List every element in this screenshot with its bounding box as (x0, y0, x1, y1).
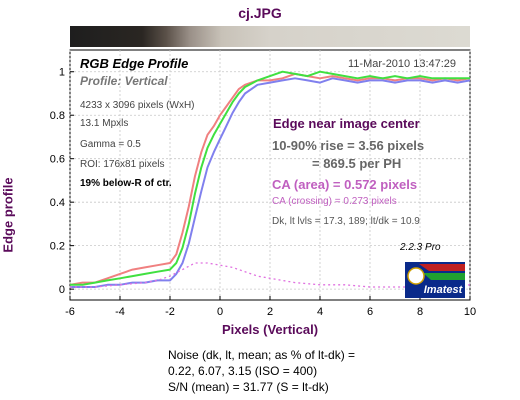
noise-line-2: 0.22, 6.07, 3.15 (ISO = 400) (168, 364, 318, 378)
series-lines (69, 70, 471, 288)
x-axis-label: Pixels (Vertical) (221, 322, 319, 337)
ca-crossing: CA (crossing) = 0.273 pixels (272, 196, 397, 207)
chart-subtitle: Profile: Vertical (80, 74, 168, 88)
edge-location: Edge near image center (273, 116, 420, 131)
info-megapixels: 13.1 Mpxls (80, 118, 129, 129)
x-tick-label: -6 (65, 306, 75, 318)
rise-per-ph: = 869.5 per PH (312, 156, 402, 171)
noise-line-3: S/N (mean) = 31.77 (S = lt-dk) (168, 380, 329, 394)
info-location: 19% below-R of ctr. (80, 178, 172, 189)
y-tick-label: 0.6 (50, 154, 65, 166)
axis-ticks: -6 -4 -2 0 2 4 6 8 10 0 0.2 0.4 0.6 0.8 1 (50, 67, 476, 318)
series-line-red (69, 72, 471, 286)
rise-distance: 10-90% rise = 3.56 pixels (272, 138, 425, 153)
x-tick-label: -2 (165, 306, 175, 318)
info-dimensions: 4233 x 3096 pixels (WxH) (80, 100, 195, 111)
y-tick-label: 0.8 (50, 110, 65, 122)
x-tick-label: 6 (367, 306, 373, 318)
edge-image-strip (70, 26, 470, 47)
series-line-blue (70, 77, 471, 288)
info-roi: ROI: 176x81 pixels (80, 159, 165, 170)
grid (69, 50, 471, 300)
logo-text: Imatest (424, 284, 464, 296)
noise-line-1: Noise (dk, lt, mean; as % of lt-dk) = (168, 348, 356, 362)
y-tick-label: 0.4 (50, 197, 65, 209)
y-tick-label: 0 (59, 284, 65, 296)
series-line-ca (70, 262, 471, 288)
y-axis-label: Edge profile (0, 177, 16, 253)
info-gamma: Gamma = 0.5 (80, 139, 141, 150)
y-tick-label: 1 (59, 67, 65, 79)
x-tick-label: 10 (464, 306, 476, 318)
y-tick-label: 0.2 (50, 241, 65, 253)
version-label: 2.2.3 Pro (400, 242, 441, 253)
ca-area: CA (area) = 0.572 pixels (272, 177, 418, 192)
x-tick-label: 2 (267, 306, 273, 318)
series-line-green (70, 70, 470, 286)
x-tick-label: -4 (115, 306, 125, 318)
x-tick-label: 8 (417, 306, 423, 318)
figure-filename: cj.JPG (238, 5, 282, 21)
timestamp: 11-Mar-2010 13:47:29 (348, 58, 457, 70)
imatest-logo: Imatest (405, 262, 465, 298)
dark-light-levels: Dk, lt lvls = 17.3, 189; lt/dk = 10.9 (272, 216, 420, 227)
chart-title: RGB Edge Profile (80, 56, 189, 71)
x-tick-label: 4 (317, 306, 323, 318)
x-tick-label: 0 (217, 306, 223, 318)
